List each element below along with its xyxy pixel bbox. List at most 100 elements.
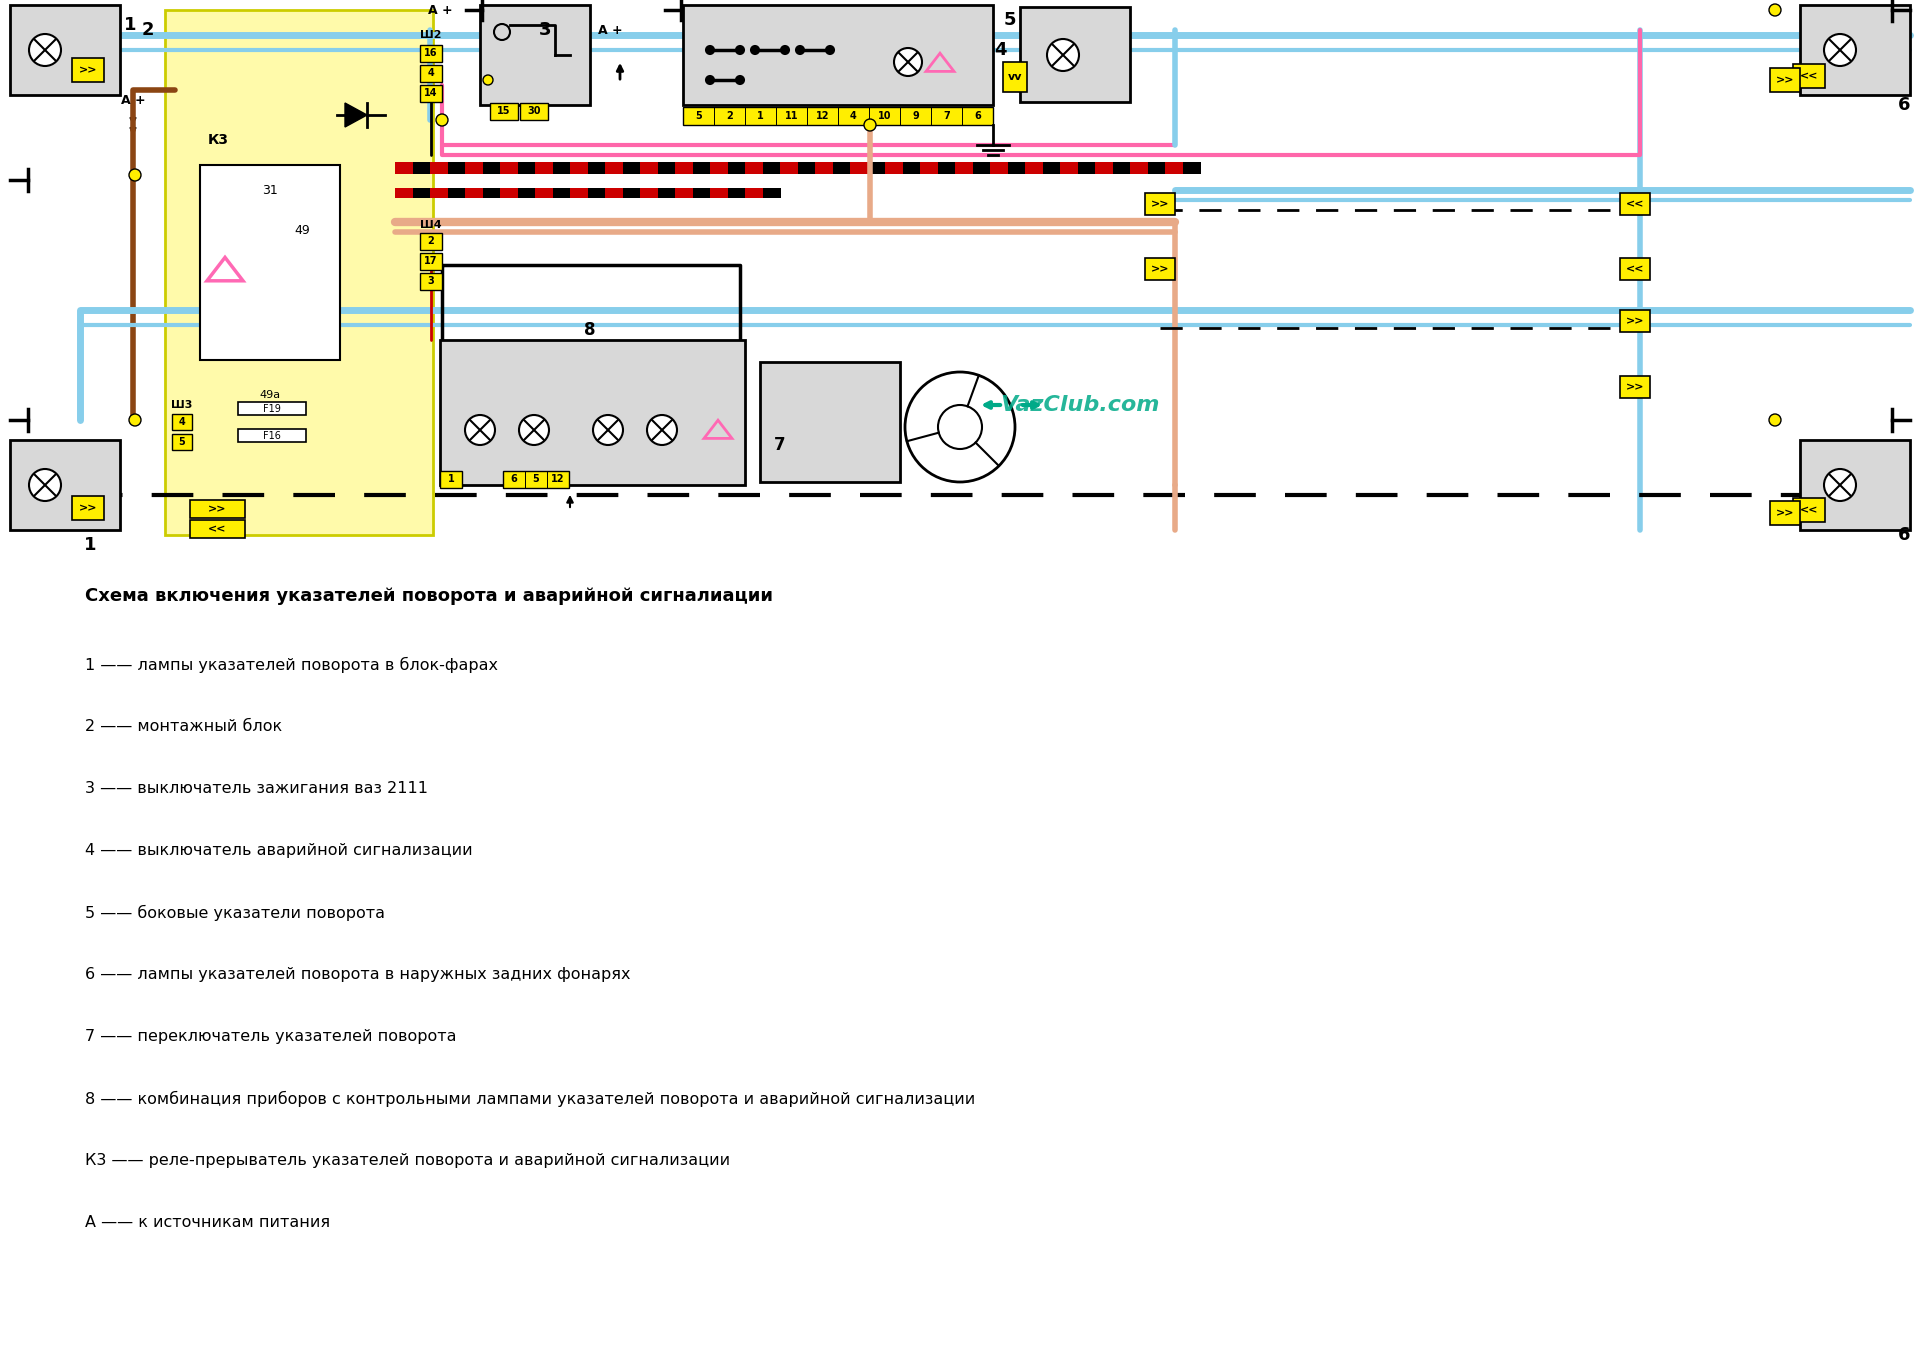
Text: К3 —— реле-прерыватель указателей поворота и аварийной сигнализации: К3 —— реле-прерыватель указателей поворо… — [84, 1153, 730, 1168]
Bar — [173, 434, 192, 451]
Bar — [1002, 62, 1027, 92]
Bar — [420, 65, 442, 81]
Bar — [1043, 161, 1062, 174]
Text: 7: 7 — [774, 436, 785, 455]
Circle shape — [826, 46, 833, 54]
Bar — [1008, 161, 1025, 174]
Text: vv: vv — [1008, 72, 1021, 81]
Text: 16: 16 — [424, 49, 438, 58]
Bar — [238, 429, 305, 442]
Bar — [622, 189, 641, 198]
Bar — [430, 161, 447, 174]
Text: >>: >> — [1150, 199, 1169, 209]
Bar — [447, 161, 467, 174]
Bar — [518, 161, 536, 174]
Circle shape — [129, 414, 140, 426]
Text: 1: 1 — [84, 536, 96, 554]
Bar — [902, 161, 922, 174]
Text: 2: 2 — [142, 20, 154, 39]
Bar — [1094, 161, 1114, 174]
Bar — [1144, 258, 1175, 280]
Bar — [1620, 258, 1649, 280]
Bar — [780, 161, 799, 174]
Bar — [484, 161, 501, 174]
Text: >>: >> — [1150, 265, 1169, 274]
Text: 8 —— комбинация приборов с контрольными лампами указателей поворота и аварийной : 8 —— комбинация приборов с контрольными … — [84, 1091, 975, 1107]
Bar — [1770, 68, 1801, 92]
Bar — [762, 189, 781, 198]
Bar — [710, 189, 728, 198]
Text: 9: 9 — [912, 111, 920, 121]
Text: А +: А + — [428, 4, 453, 16]
Bar — [173, 414, 192, 430]
Circle shape — [797, 46, 804, 54]
Circle shape — [864, 119, 876, 132]
Text: <<: << — [1626, 265, 1644, 274]
Text: 30: 30 — [528, 106, 541, 117]
Bar — [190, 499, 246, 518]
Text: 2: 2 — [428, 236, 434, 247]
Bar — [693, 189, 710, 198]
Bar — [684, 107, 993, 125]
Bar — [484, 189, 501, 198]
Text: 5: 5 — [1004, 11, 1016, 28]
Text: 7: 7 — [943, 111, 950, 121]
Bar — [639, 161, 659, 174]
Circle shape — [129, 170, 140, 180]
Circle shape — [436, 114, 447, 126]
Bar — [1801, 5, 1910, 95]
Bar — [1793, 498, 1826, 522]
Circle shape — [593, 415, 622, 445]
Circle shape — [647, 415, 678, 445]
Text: A +: A + — [597, 23, 622, 37]
Bar — [920, 161, 939, 174]
Text: 1: 1 — [123, 16, 136, 34]
Bar — [165, 9, 434, 535]
Bar — [499, 189, 518, 198]
Text: 11: 11 — [785, 111, 799, 121]
Text: 1: 1 — [756, 111, 764, 121]
Bar — [570, 189, 588, 198]
Bar — [745, 189, 762, 198]
Bar — [465, 189, 484, 198]
Circle shape — [518, 415, 549, 445]
Text: 12: 12 — [551, 475, 564, 484]
Bar — [745, 161, 762, 174]
Bar — [10, 5, 119, 95]
Bar — [1060, 161, 1077, 174]
Circle shape — [735, 46, 745, 54]
Text: >>: >> — [207, 503, 227, 514]
Text: <<: << — [207, 524, 227, 535]
Text: 6: 6 — [1897, 96, 1910, 114]
Bar — [622, 161, 641, 174]
Bar — [885, 161, 902, 174]
Circle shape — [751, 46, 758, 54]
Text: 4: 4 — [179, 417, 186, 427]
Bar — [991, 161, 1008, 174]
Bar — [420, 273, 442, 290]
Bar — [10, 440, 119, 531]
Bar — [676, 189, 693, 198]
Text: 4: 4 — [428, 68, 434, 79]
Bar — [420, 85, 442, 102]
Bar — [1770, 501, 1801, 525]
Text: >>: >> — [79, 503, 98, 513]
Bar — [396, 161, 413, 174]
Text: 8: 8 — [584, 322, 595, 339]
Circle shape — [29, 470, 61, 501]
Bar — [430, 189, 447, 198]
Bar — [684, 5, 993, 104]
Bar — [605, 189, 622, 198]
Bar — [518, 189, 536, 198]
Text: 2 —— монтажный блок: 2 —— монтажный блок — [84, 719, 282, 734]
Text: 5: 5 — [179, 437, 186, 446]
Bar — [1020, 7, 1131, 102]
Bar — [570, 161, 588, 174]
Text: 4: 4 — [851, 111, 856, 121]
Bar — [465, 161, 484, 174]
Bar — [200, 166, 340, 360]
Text: 4: 4 — [995, 41, 1006, 58]
Bar — [639, 189, 659, 198]
Bar — [1025, 161, 1043, 174]
Circle shape — [484, 75, 493, 85]
